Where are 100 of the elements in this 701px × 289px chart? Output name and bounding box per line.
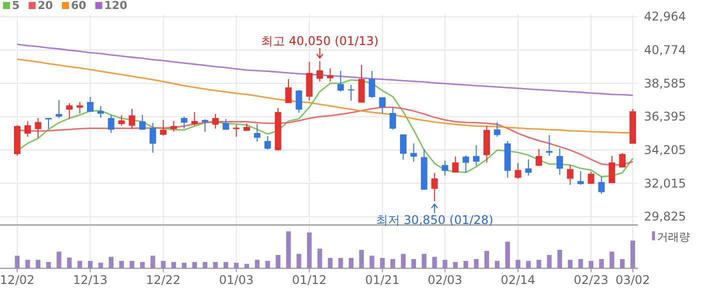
bar xyxy=(46,262,51,268)
candlestick xyxy=(379,96,386,114)
legend: 거래량 xyxy=(652,230,690,244)
bar xyxy=(494,260,500,268)
bar xyxy=(77,260,82,268)
bar xyxy=(630,240,636,268)
legend-label: 60 xyxy=(70,0,87,12)
bar xyxy=(474,259,479,268)
y-tick-label: 38,585 xyxy=(644,76,686,90)
candlestick xyxy=(118,114,125,126)
candlestick xyxy=(108,114,114,134)
x-tick-label: 12/02 xyxy=(0,273,35,287)
candlestick xyxy=(191,112,198,126)
candlestick xyxy=(170,120,177,132)
bar xyxy=(130,260,134,268)
bar xyxy=(536,260,542,268)
bar xyxy=(36,260,40,268)
candlestick xyxy=(410,142,417,162)
bar xyxy=(307,232,312,268)
x-tick-label: 01/21 xyxy=(365,273,400,287)
y-tick-label: 42,964 xyxy=(644,10,686,24)
bar xyxy=(390,259,396,268)
bar xyxy=(254,260,260,268)
bar xyxy=(370,256,374,268)
bar xyxy=(67,258,72,268)
candlestick xyxy=(400,134,406,160)
bar xyxy=(160,260,166,268)
bar xyxy=(464,260,468,268)
bar xyxy=(171,262,176,268)
bar xyxy=(422,254,426,268)
x-tick-label: 02/14 xyxy=(500,273,536,287)
candlestick xyxy=(337,70,344,92)
candlestick xyxy=(462,154,470,173)
candlestick xyxy=(452,156,459,173)
bar xyxy=(442,260,448,268)
candlestick xyxy=(390,106,396,130)
bar xyxy=(56,252,62,268)
candlestick xyxy=(296,89,302,114)
bar xyxy=(348,258,354,268)
bar xyxy=(119,260,124,268)
candlestick xyxy=(180,116,188,130)
legend-label: 120 xyxy=(104,0,128,12)
bar xyxy=(25,260,30,268)
bar xyxy=(98,262,104,268)
candlestick xyxy=(212,114,219,130)
bar xyxy=(380,258,385,268)
bar xyxy=(108,256,114,268)
candlestick xyxy=(139,114,146,130)
candlestick xyxy=(254,124,260,142)
bar xyxy=(568,260,573,268)
bar xyxy=(578,259,583,268)
bar xyxy=(516,260,520,268)
candlestick xyxy=(619,152,626,168)
bar xyxy=(140,262,145,268)
bar xyxy=(610,252,614,268)
bar xyxy=(526,260,531,268)
candlestick xyxy=(514,162,522,180)
bar xyxy=(244,264,250,268)
bar xyxy=(286,231,291,268)
bar xyxy=(14,256,20,268)
candlestick xyxy=(150,122,156,154)
y-tick-label: 29,825 xyxy=(644,210,686,224)
candlestick xyxy=(598,176,605,194)
candlestick xyxy=(556,148,563,176)
candlestick xyxy=(368,70,376,98)
candlestick xyxy=(233,124,240,138)
bar xyxy=(296,254,302,268)
x-tick-label: 12/22 xyxy=(146,273,181,287)
x-tick-label: 03/02 xyxy=(615,273,650,287)
bar xyxy=(338,258,343,268)
candlestick xyxy=(306,61,313,102)
y-tick-label: 34,205 xyxy=(644,143,686,158)
candlestick xyxy=(24,120,31,138)
x-tick-label: 01/03 xyxy=(219,273,254,287)
candlestick xyxy=(316,60,324,82)
candlestick xyxy=(87,96,94,112)
x-tick-label: 02/03 xyxy=(428,273,462,287)
candlestick xyxy=(431,172,438,202)
annotation: 최고 40,050 (01/13) xyxy=(261,34,379,48)
candlestick xyxy=(34,117,42,139)
candlestick xyxy=(97,105,104,118)
candlestick xyxy=(473,144,480,166)
candlestick xyxy=(285,78,292,104)
bar xyxy=(265,260,270,268)
bar xyxy=(224,262,228,268)
candlestick xyxy=(56,100,62,118)
bar xyxy=(411,259,416,268)
x-tick-label: 01/12 xyxy=(292,273,327,287)
bar xyxy=(599,259,604,268)
candlestick xyxy=(494,122,500,138)
candlestick xyxy=(566,164,574,186)
candlestick xyxy=(66,102,73,120)
bar xyxy=(400,254,406,268)
bar xyxy=(484,250,490,268)
candlestick xyxy=(442,160,448,176)
annotation: 최저 30,850 (01/28) xyxy=(376,213,494,228)
bar xyxy=(620,259,625,268)
candlestick xyxy=(536,148,542,166)
bar xyxy=(182,262,186,268)
legend-label: 5 xyxy=(12,0,20,12)
